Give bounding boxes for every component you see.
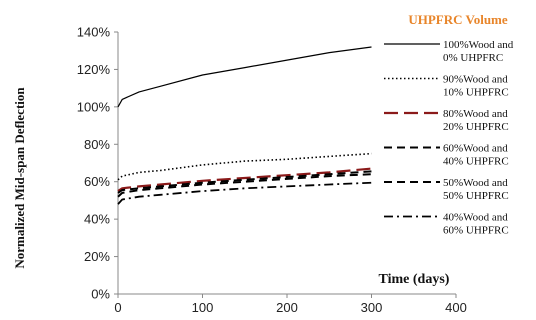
y-tick-label: 40% — [84, 212, 110, 227]
x-tick-label: 100 — [192, 300, 214, 315]
legend-entry-line: 40% UHPFRC — [443, 156, 509, 168]
legend-entry-line: 50% UHPFRC — [443, 190, 509, 202]
y-tick-label: 120% — [77, 62, 111, 77]
legend: UHPFRC Volume 100%Wood and 0% UHPFRC 90%Woo… — [384, 12, 514, 237]
y-tick-label: 140% — [77, 25, 111, 40]
legend-title: UHPFRC Volume — [408, 12, 508, 27]
legend-entry-line: 10% UHPFRC — [443, 87, 509, 99]
series-line-4 — [117, 170, 372, 194]
y-tick-label: 20% — [84, 249, 110, 264]
x-axis-label: Time (days) — [379, 272, 450, 287]
y-axis-label: Normalized Mid-span Deflection — [12, 87, 27, 269]
y-tick-label: 60% — [84, 174, 110, 189]
legend-entry-6: 40%Wood and 60% UHPFRC — [443, 212, 509, 237]
legend-entry-line: 40%Wood and — [443, 212, 508, 224]
legend-entry-line: 50%Wood and — [443, 177, 508, 189]
legend-entry-3: 80%Wood and 20% UHPFRC — [443, 108, 509, 133]
y-tick-label: 0% — [91, 287, 110, 302]
legend-entry-line: 60% UHPFRC — [443, 225, 509, 237]
series-line-2 — [117, 152, 372, 181]
chart-axes: 0% 20% 40% 60% 80% 100% 120% 140% 0 100 200 300 400 — [77, 25, 467, 316]
series-line-1 — [117, 46, 372, 108]
series-layer — [117, 46, 372, 205]
legend-entry-line: 100%Wood and — [443, 39, 514, 51]
series-line-5 — [117, 173, 372, 198]
legend-entry-line: 80%Wood and — [443, 108, 508, 120]
legend-entry-line: 0% UHPFRC — [443, 52, 503, 64]
x-tick-label: 400 — [445, 300, 467, 315]
y-tick-label: 100% — [77, 99, 111, 114]
legend-entry-line: 90%Wood and — [443, 74, 508, 86]
legend-entry-line: 60%Wood and — [443, 143, 508, 155]
series-line-3 — [117, 167, 372, 193]
legend-entry-1: 100%Wood and 0% UHPFRC — [443, 39, 514, 64]
y-tick-label: 80% — [84, 137, 110, 152]
x-tick-label: 0 — [114, 300, 121, 315]
x-tick-label: 200 — [276, 300, 298, 315]
legend-entry-5: 50%Wood and 50% UHPFRC — [443, 177, 509, 202]
legend-entry-4: 60%Wood and 40% UHPFRC — [443, 143, 509, 168]
x-tick-label: 300 — [361, 300, 383, 315]
legend-entry-line: 20% UHPFRC — [443, 121, 509, 133]
legend-entry-2: 90%Wood and 10% UHPFRC — [443, 74, 509, 99]
